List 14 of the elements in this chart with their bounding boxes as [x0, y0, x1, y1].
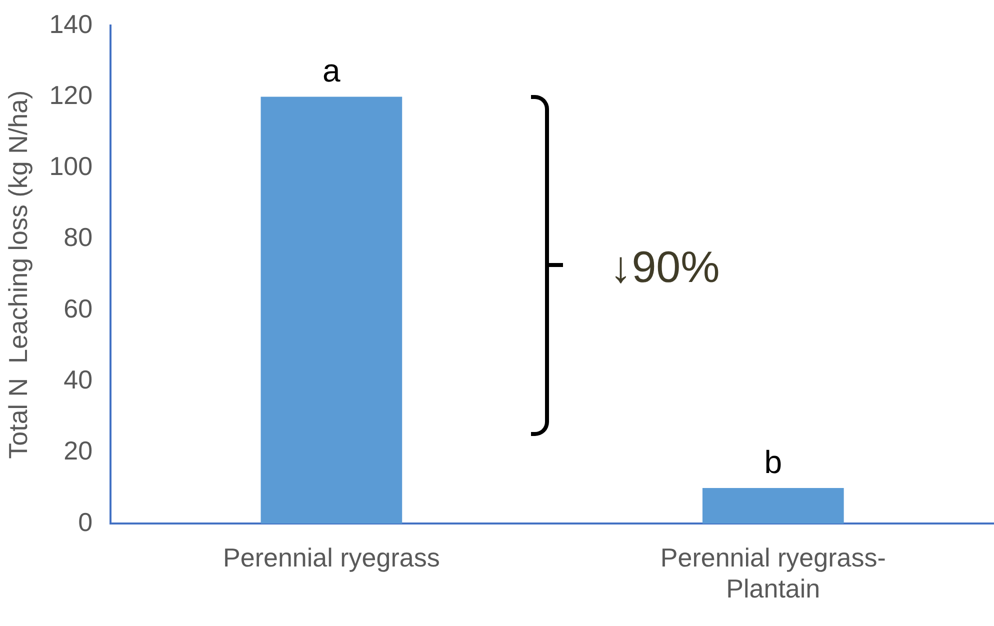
y-axis-title: Total N Leaching loss (kg N/ha) [2, 90, 33, 459]
y-tick-label: 60 [64, 293, 93, 324]
y-tick-label: 100 [49, 151, 93, 182]
annotation: ↓90% [610, 242, 720, 292]
y-tick-label: 80 [64, 222, 93, 252]
annotation: a [322, 52, 341, 89]
y-tick-label: 40 [64, 364, 93, 394]
y-tick-label: 140 [49, 8, 93, 39]
y-tick-label: 0 [78, 506, 93, 537]
y-tick-label: 20 [64, 436, 93, 466]
x-tick-label: Perennial ryegrass-Plantain [660, 542, 886, 604]
x-tick-label: Perennial ryegrass [223, 542, 440, 572]
y-tick-label: 120 [49, 80, 93, 110]
annotation: b [764, 444, 782, 480]
